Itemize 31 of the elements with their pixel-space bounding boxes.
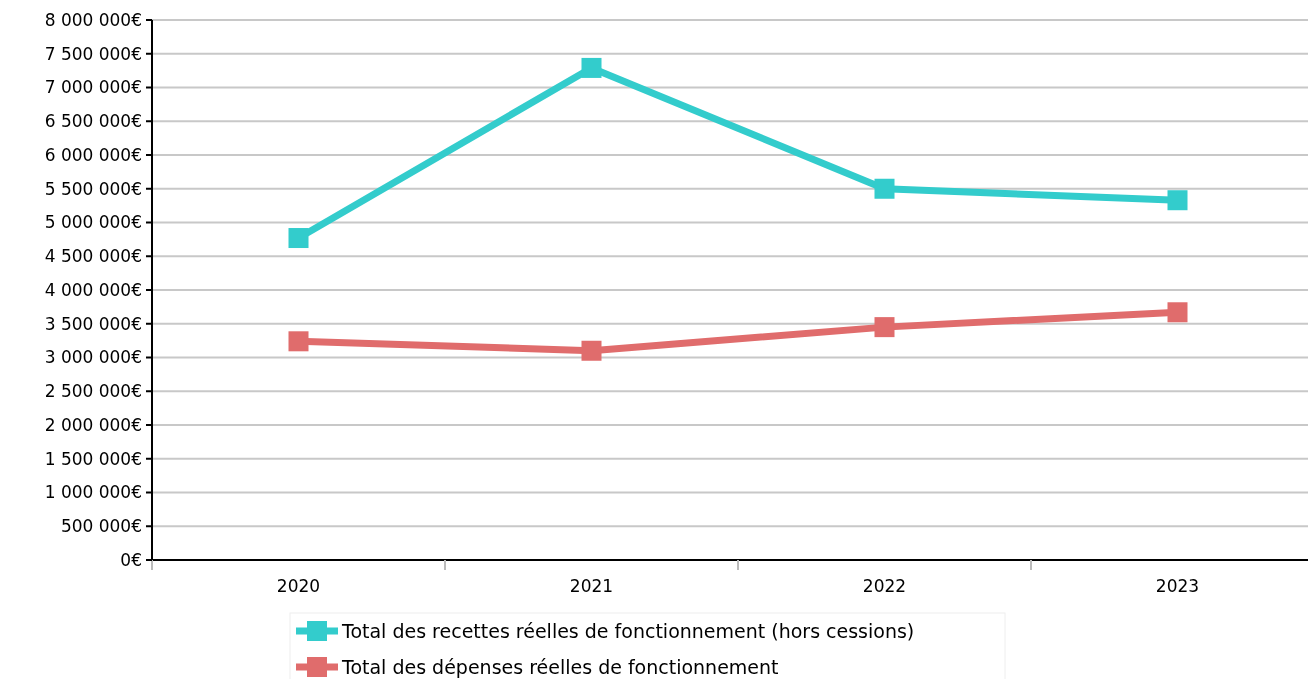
y-tick-label: 1 000 000€ (44, 482, 142, 503)
y-tick-label: 2 500 000€ (44, 381, 142, 402)
y-tick-label: 7 500 000€ (44, 43, 142, 64)
point (874, 178, 895, 199)
legend-label: Total des recettes réelles de fonctionnement (hors cessions) (341, 619, 915, 642)
point (288, 228, 309, 249)
y-tick-label: 4 000 000€ (44, 279, 142, 300)
legend-label: Total des dépenses réelles de fonctionnement (341, 655, 779, 678)
y-tick-label: 8 000 000€ (44, 9, 142, 30)
y-tick-label: 500 000€ (60, 516, 142, 537)
y-tick-label: 4 500 000€ (44, 246, 142, 267)
point (1167, 190, 1188, 211)
y-tick-label: 3 000 000€ (44, 347, 142, 368)
point (581, 57, 602, 78)
y-tick-label: 6 000 000€ (44, 144, 142, 165)
x-tick-label: 2022 (862, 576, 907, 596)
y-tick-label: 5 000 000€ (44, 212, 142, 233)
x-tick-label: 2020 (276, 576, 321, 596)
x-tick-label: 2023 (1155, 576, 1200, 596)
point (581, 340, 602, 361)
x-tick-label: 2021 (569, 576, 614, 596)
y-tick-label: 1 500 000€ (44, 448, 142, 469)
y-tick-label: 7 000 000€ (44, 77, 142, 98)
point (288, 331, 309, 352)
point (874, 317, 895, 338)
y-tick-label: 6 500 000€ (44, 111, 142, 132)
y-tick-label: 3 500 000€ (44, 313, 142, 334)
point (1167, 302, 1188, 323)
y-tick-label: 0€ (120, 549, 142, 570)
y-tick-label: 5 500 000€ (44, 178, 142, 199)
y-tick-label: 2 000 000€ (44, 414, 142, 435)
